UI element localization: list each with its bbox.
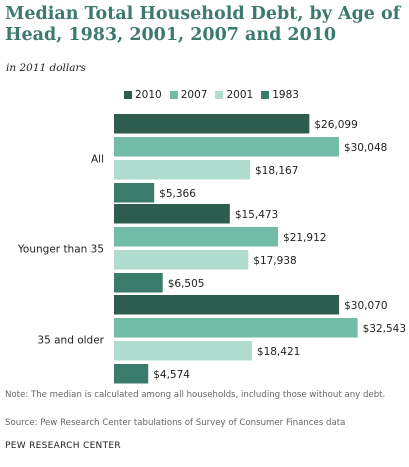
chart-title: Median Total Household Debt, by Age of H… (5, 4, 401, 45)
footnote: Note: The median is calculated among all… (5, 390, 386, 400)
data-label-all-2001: $18,167 (255, 165, 298, 177)
data-label-younger-than-35-1983: $6,505 (168, 278, 205, 290)
legend-label-2007: 2007 (180, 89, 208, 101)
legend-label-2001: 2001 (226, 89, 254, 101)
data-label-younger-than-35-2010: $15,473 (235, 209, 278, 221)
category-label-all: All (91, 153, 104, 165)
category-label-35-and-older: 35 and older (37, 334, 104, 346)
data-label-all-2010: $26,099 (314, 119, 357, 131)
bar-younger-than-35-1983 (114, 273, 163, 293)
bar-35-and-older-1983 (114, 364, 149, 384)
legend-item-2007: 2007 (169, 89, 208, 101)
legend-swatch-2001 (215, 91, 224, 99)
data-label-younger-than-35-2007: $21,912 (283, 232, 326, 244)
source-note: Source: Pew Research Center tabulations … (5, 418, 346, 428)
bar-all-1983 (114, 183, 155, 203)
data-label-35-and-older-1983: $4,574 (153, 369, 190, 381)
data-label-35-and-older-2007: $32,543 (363, 323, 406, 335)
bar-all-2007 (114, 137, 339, 157)
legend-swatch-2010 (124, 91, 132, 99)
bar-all-2010 (114, 114, 310, 134)
data-label-35-and-older-2010: $30,070 (344, 300, 387, 312)
legend-item-2010: 2010 (124, 89, 162, 101)
bar-35-and-older-2007 (114, 318, 358, 338)
legend-item-2001: 2001 (215, 89, 253, 101)
bar-younger-than-35-2010 (114, 204, 230, 224)
bar-younger-than-35-2001 (114, 250, 249, 270)
data-label-all-1983: $5,366 (159, 188, 196, 200)
data-label-35-and-older-2001: $18,421 (257, 346, 300, 358)
chart-subtitle: in 2011 dollars (6, 62, 86, 74)
legend-label-1983: 1983 (272, 89, 299, 101)
legend-item-1983: 1983 (261, 89, 299, 101)
bar-younger-than-35-2007 (114, 227, 279, 247)
bar-35-and-older-2010 (114, 295, 340, 315)
bar-35-and-older-2001 (114, 341, 252, 361)
legend-swatch-1983 (261, 91, 270, 99)
data-label-all-2007: $30,048 (344, 142, 387, 154)
legend-swatch-2007 (169, 91, 178, 99)
brand-label: PEW RESEARCH CENTER (5, 441, 121, 451)
category-label-younger-than-35: Younger than 35 (17, 243, 104, 255)
legend: 2010 2007 2001 1983 (124, 89, 307, 101)
data-label-younger-than-35-2001: $17,938 (253, 255, 296, 267)
bar-all-2001 (114, 160, 250, 180)
legend-label-2010: 2010 (135, 89, 162, 101)
bar-chart: All $26,099 $30,048 $18,167 $5,366 Younger th… (17, 114, 406, 384)
